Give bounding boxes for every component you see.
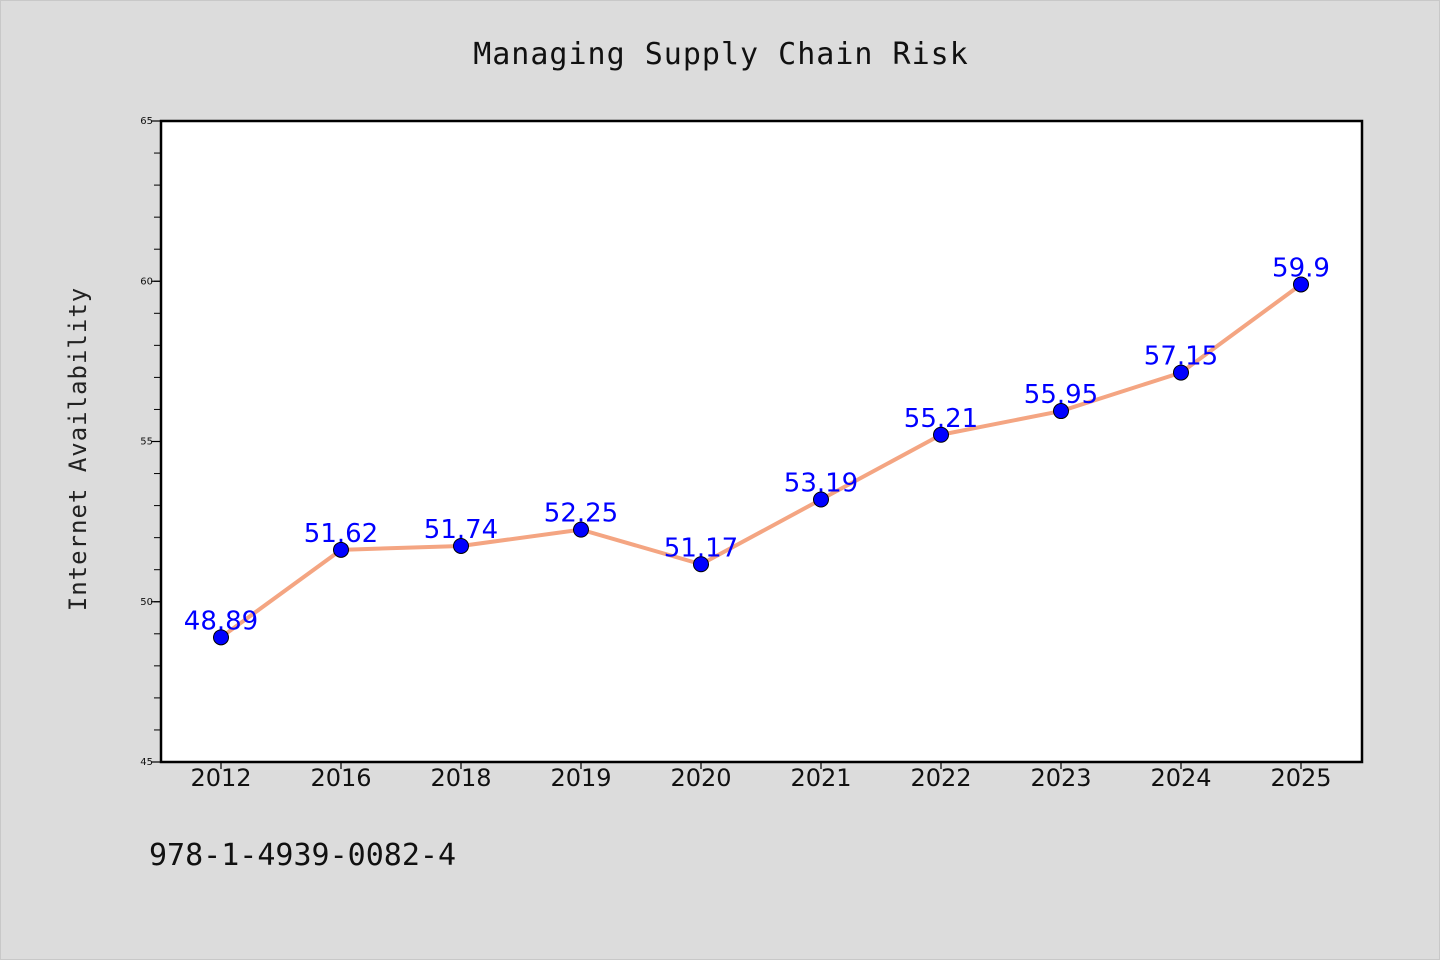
isbn-text: 978-1-4939-0082-4 bbox=[149, 838, 456, 873]
data-label: 55.95 bbox=[1024, 380, 1098, 410]
plot-area bbox=[161, 121, 1362, 762]
data-label: 59.9 bbox=[1272, 253, 1330, 283]
data-label: 55.21 bbox=[904, 404, 978, 434]
data-label: 51.62 bbox=[304, 519, 378, 549]
y-axis-label: Internet Availability bbox=[64, 287, 92, 611]
y-tick-labels: 45 50 55 60 65 bbox=[140, 116, 153, 768]
data-point bbox=[1293, 276, 1309, 293]
data-labels: 48.89 51.62 51.74 52.25 51.17 53.19 55.21 55.95… bbox=[184, 253, 1330, 636]
x-tick-labels: 2012 2016 2018 2019 2020 2021 2022 2023 2024 2025 bbox=[190, 764, 1331, 792]
data-label: 48.89 bbox=[184, 606, 258, 636]
x-tick-label: 2025 bbox=[1270, 764, 1331, 792]
data-label: 51.74 bbox=[424, 515, 498, 545]
data-points bbox=[213, 276, 1309, 646]
y-major-ticks bbox=[151, 120, 161, 763]
x-tick-label: 2016 bbox=[310, 764, 371, 792]
data-point bbox=[1053, 403, 1069, 420]
x-tick-label: 2022 bbox=[910, 764, 971, 792]
x-tick-label: 2018 bbox=[430, 764, 491, 792]
data-point bbox=[213, 629, 229, 646]
data-label: 51.17 bbox=[664, 533, 738, 563]
y-tick-label: 60 bbox=[140, 276, 153, 287]
data-label: 57.15 bbox=[1144, 342, 1218, 372]
data-point bbox=[333, 541, 349, 558]
y-tick-label: 45 bbox=[140, 757, 153, 768]
x-tick-label: 2020 bbox=[670, 764, 731, 792]
data-label: 52.25 bbox=[544, 499, 618, 529]
data-point bbox=[1173, 364, 1189, 381]
y-tick-label: 50 bbox=[140, 597, 153, 608]
x-tick-label: 2019 bbox=[550, 764, 611, 792]
data-point bbox=[933, 426, 949, 443]
data-point bbox=[813, 491, 829, 508]
x-tick-label: 2021 bbox=[790, 764, 851, 792]
x-tick-label: 2024 bbox=[1150, 764, 1211, 792]
x-tick-label: 2012 bbox=[190, 764, 251, 792]
x-tick-label: 2023 bbox=[1030, 764, 1091, 792]
data-point bbox=[453, 537, 469, 554]
series-line bbox=[219, 282, 1303, 640]
data-point bbox=[573, 521, 589, 538]
y-tick-label: 55 bbox=[140, 437, 153, 448]
data-label: 53.19 bbox=[784, 469, 858, 499]
plot-frame bbox=[159, 119, 1364, 764]
chart-title: Managing Supply Chain Risk bbox=[473, 37, 969, 72]
data-point bbox=[693, 556, 709, 573]
y-tick-label: 65 bbox=[140, 116, 153, 127]
